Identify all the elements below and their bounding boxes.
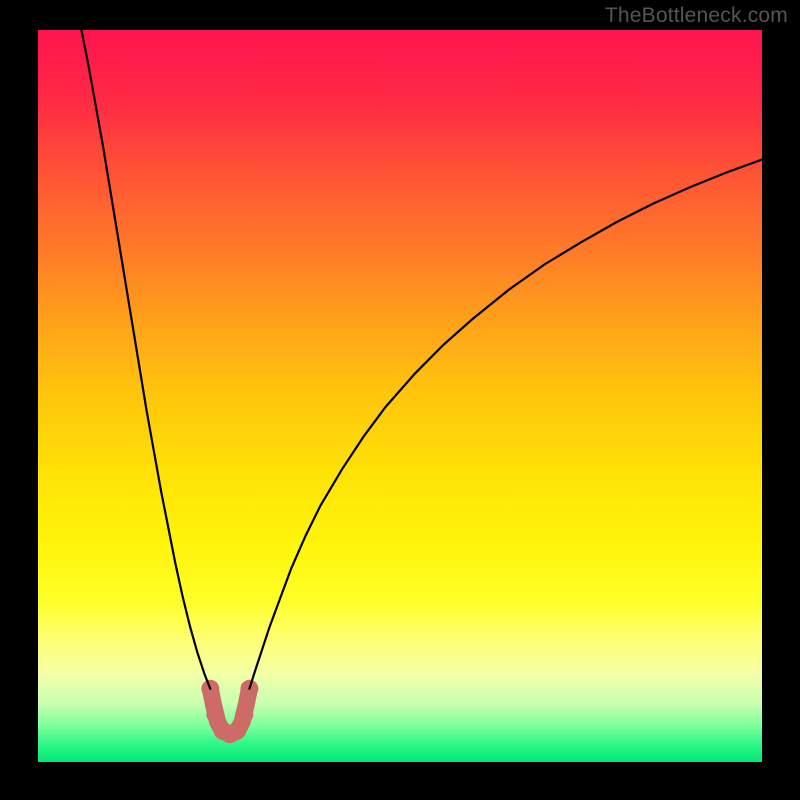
curves-layer <box>38 30 762 762</box>
chart-container: TheBottleneck.com <box>0 0 800 800</box>
plot-area <box>38 30 762 762</box>
curve-left <box>81 30 210 689</box>
watermark-text: TheBottleneck.com <box>605 4 788 28</box>
curve-right <box>249 160 762 689</box>
